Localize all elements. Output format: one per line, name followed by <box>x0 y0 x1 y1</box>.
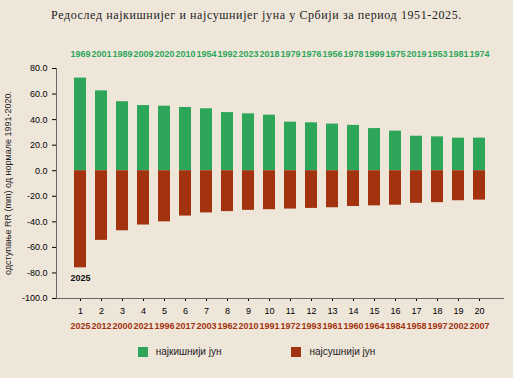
svg-text:1972: 1972 <box>280 321 300 331</box>
svg-text:2: 2 <box>99 306 104 316</box>
svg-text:1958: 1958 <box>406 321 426 331</box>
svg-text:2020: 2020 <box>154 49 174 59</box>
svg-text:1991: 1991 <box>259 321 279 331</box>
html-text:најсушнији јун: најсушнији јун <box>309 346 376 357</box>
svg-text:1974: 1974 <box>469 49 489 59</box>
svg-text:1984: 1984 <box>385 321 405 331</box>
svg-text:16: 16 <box>390 306 400 316</box>
svg-text:1978: 1978 <box>343 49 363 59</box>
svg-text:1964: 1964 <box>364 321 384 331</box>
svg-text:одступање RR (mm) од нормале 1: одступање RR (mm) од нормале 1991-2020. <box>3 91 13 275</box>
svg-text:2017: 2017 <box>175 321 195 331</box>
svg-text:40.0: 40.0 <box>30 114 48 124</box>
svg-text:1997: 1997 <box>427 321 447 331</box>
svg-text:1961: 1961 <box>322 321 342 331</box>
svg-text:1993: 1993 <box>301 321 321 331</box>
svg-text:1981: 1981 <box>448 49 468 59</box>
svg-text:13: 13 <box>327 306 337 316</box>
html-text:најкишнији јун: најкишнији јун <box>155 346 222 357</box>
svg-text:2025: 2025 <box>70 321 90 331</box>
svg-text:2010: 2010 <box>238 321 258 331</box>
svg-text:1: 1 <box>78 306 83 316</box>
svg-text:4: 4 <box>141 306 146 316</box>
svg-text:1960: 1960 <box>343 321 363 331</box>
svg-text:2001: 2001 <box>91 49 111 59</box>
svg-text:-60.0: -60.0 <box>27 242 48 252</box>
svg-text:0.0: 0.0 <box>35 166 48 176</box>
svg-text:12: 12 <box>306 306 316 316</box>
svg-text:2000: 2000 <box>112 321 132 331</box>
svg-text:20: 20 <box>474 306 484 316</box>
svg-text:9: 9 <box>246 306 251 316</box>
svg-text:6: 6 <box>183 306 188 316</box>
svg-text:2003: 2003 <box>196 321 216 331</box>
svg-text:1962: 1962 <box>217 321 237 331</box>
svg-text:2025: 2025 <box>70 273 90 283</box>
svg-text:8: 8 <box>225 306 230 316</box>
svg-text:3: 3 <box>120 306 125 316</box>
svg-text:1979: 1979 <box>280 49 300 59</box>
svg-text:10: 10 <box>264 306 274 316</box>
svg-text:1992: 1992 <box>217 49 237 59</box>
svg-text:1989: 1989 <box>112 49 132 59</box>
svg-text:80.0: 80.0 <box>30 63 48 73</box>
svg-text:1969: 1969 <box>70 49 90 59</box>
svg-text:18: 18 <box>432 306 442 316</box>
svg-text:14: 14 <box>348 306 358 316</box>
svg-text:17: 17 <box>411 306 421 316</box>
svg-text:15: 15 <box>369 306 379 316</box>
svg-text:1954: 1954 <box>196 49 216 59</box>
svg-text:1976: 1976 <box>301 49 321 59</box>
svg-text:2018: 2018 <box>259 49 279 59</box>
svg-text:5: 5 <box>162 306 167 316</box>
svg-text:1953: 1953 <box>427 49 447 59</box>
svg-text:2019: 2019 <box>406 49 426 59</box>
svg-text:2009: 2009 <box>133 49 153 59</box>
svg-text:-100.0: -100.0 <box>22 293 48 303</box>
svg-text:1975: 1975 <box>385 49 405 59</box>
svg-text:2002: 2002 <box>448 321 468 331</box>
html-text:Редослед најкишнијег и најсушн: Редослед најкишнијег и најсушнијег јуна … <box>51 8 462 22</box>
svg-text:2007: 2007 <box>469 321 489 331</box>
svg-text:20.0: 20.0 <box>30 140 48 150</box>
svg-text:1996: 1996 <box>154 321 174 331</box>
svg-text:1999: 1999 <box>364 49 384 59</box>
svg-text:60.0: 60.0 <box>30 89 48 99</box>
svg-text:-40.0: -40.0 <box>27 217 48 227</box>
svg-text:2023: 2023 <box>238 49 258 59</box>
svg-text:7: 7 <box>204 306 209 316</box>
svg-text:2012: 2012 <box>91 321 111 331</box>
svg-text:2010: 2010 <box>175 49 195 59</box>
svg-text:2021: 2021 <box>133 321 153 331</box>
svg-text:-20.0: -20.0 <box>27 191 48 201</box>
svg-text:11: 11 <box>286 306 295 316</box>
svg-text:-80.0: -80.0 <box>27 268 48 278</box>
svg-text:19: 19 <box>453 306 463 316</box>
svg-text:1956: 1956 <box>322 49 342 59</box>
